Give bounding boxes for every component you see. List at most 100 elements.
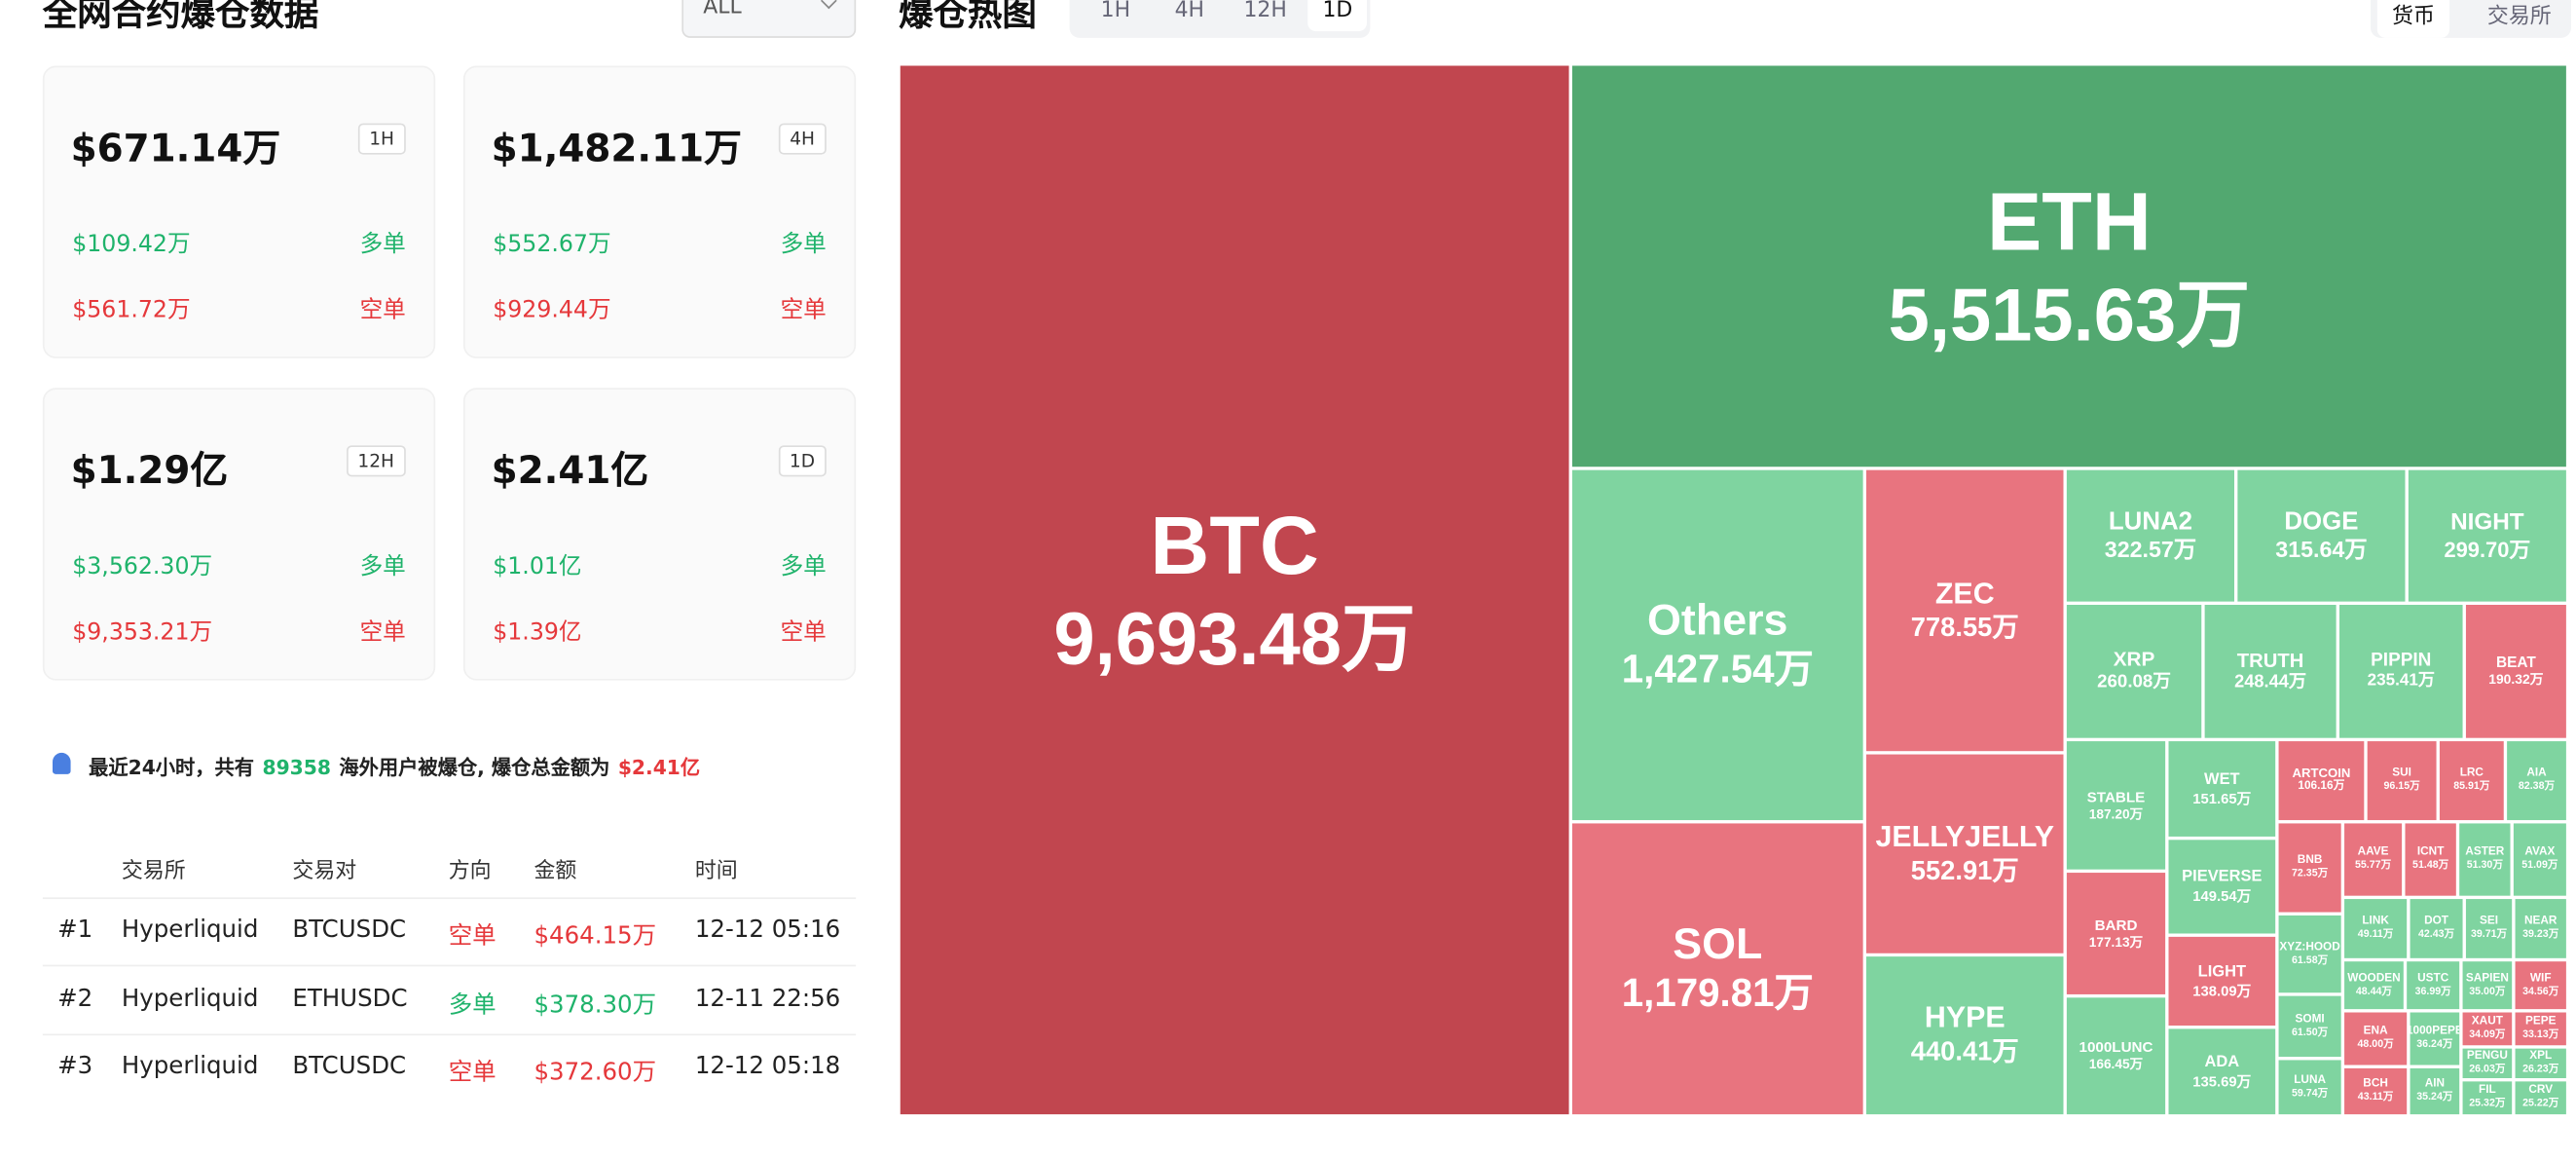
table-cell: 空单 <box>448 923 497 951</box>
tile-value: 34.09万 <box>2469 1029 2506 1041</box>
treemap-tile[interactable]: ETH 5,515.63万 <box>1571 65 2566 467</box>
treemap-tile[interactable]: PEPE 33.13万 <box>2515 1012 2566 1046</box>
treemap-tile[interactable]: TRUTH 248.44万 <box>2204 605 2337 738</box>
treemap-tile[interactable]: ICNT 51.48万 <box>2405 823 2456 896</box>
treemap-tile[interactable]: 1000PEPE 36.24万 <box>2410 1012 2460 1066</box>
view-tab[interactable]: 货币 <box>2376 0 2450 38</box>
treemap-tile[interactable]: WET 151.65万 <box>2168 741 2276 837</box>
tile-name: WIF <box>2529 972 2552 985</box>
treemap-tile[interactable]: AIN 35.24万 <box>2410 1067 2460 1115</box>
treemap-tile[interactable]: CRV 25.22万 <box>2515 1081 2566 1115</box>
tile-value: 177.13万 <box>2088 934 2144 950</box>
treemap-tile[interactable]: ARTCOIN 106.16万 <box>2278 741 2365 821</box>
treemap-tile[interactable]: DOT 42.43万 <box>2410 899 2463 958</box>
tile-value: 33.13万 <box>2522 1029 2559 1041</box>
treemap-tile[interactable]: SAPIEN 35.00万 <box>2462 961 2513 1010</box>
treemap-tile[interactable]: HYPE 440.41万 <box>1866 956 2064 1115</box>
table-cell: ETHUSDC <box>292 986 408 1013</box>
treemap-tile[interactable]: LUNA2 322.57万 <box>2066 469 2234 602</box>
tile-name: WET <box>2204 770 2240 789</box>
treemap-tile[interactable]: BNB 72.35万 <box>2278 823 2341 913</box>
treemap-tile[interactable]: PIEVERSE 149.54万 <box>2168 840 2276 934</box>
treemap-tile[interactable]: SEI 39.71万 <box>2465 899 2513 958</box>
treemap-tile[interactable]: ZEC 778.55万 <box>1866 469 2064 752</box>
tile-value: 72.35万 <box>2292 868 2329 880</box>
table-header: 时间 <box>694 859 738 884</box>
treemap-tile[interactable]: 1000LUNC 166.45万 <box>2066 997 2166 1115</box>
tile-value: 35.00万 <box>2469 986 2506 998</box>
tile-name: STABLE <box>2086 788 2146 805</box>
table-header: 方向 <box>448 859 492 884</box>
tile-value: 26.03万 <box>2469 1064 2506 1076</box>
table-cell: $464.15万 <box>534 923 657 951</box>
treemap-tile[interactable]: LRC 85.91万 <box>2439 741 2504 821</box>
view-tab[interactable]: 交易所 <box>2486 5 2552 30</box>
table-cell: 12-12 05:18 <box>694 1053 841 1080</box>
tile-value: 1,427.54万 <box>1621 648 1814 692</box>
tile-value: 42.43万 <box>2417 929 2455 941</box>
tile-name: BARD <box>2094 916 2138 934</box>
tile-value: 96.15万 <box>2383 781 2420 794</box>
tile-value: 26.23万 <box>2522 1064 2559 1076</box>
period-tab[interactable]: 1D <box>1307 0 1368 32</box>
tile-name: LUNA2 <box>2108 506 2192 536</box>
tile-value: 25.22万 <box>2522 1098 2559 1110</box>
treemap-tile[interactable]: ENA 48.00万 <box>2344 1012 2408 1066</box>
treemap-tile[interactable]: XPL 26.23万 <box>2515 1048 2566 1078</box>
treemap-tile[interactable]: PIPPIN 235.41万 <box>2339 605 2463 738</box>
tile-value: 106.16万 <box>2298 781 2345 794</box>
treemap-tile[interactable]: WIF 34.56万 <box>2515 961 2566 1010</box>
tile-name: PIPPIN <box>2371 650 2432 670</box>
treemap-tile[interactable]: BEAT 190.32万 <box>2465 605 2566 738</box>
treemap-tile[interactable]: LIGHT 138.09万 <box>2168 936 2276 1026</box>
treemap-tile[interactable]: DOGE 315.64万 <box>2237 469 2406 602</box>
treemap-tile[interactable]: SUI 96.15万 <box>2367 741 2437 821</box>
tile-value: 85.91万 <box>2453 781 2490 794</box>
treemap-tile[interactable]: SOMI 61.50万 <box>2278 995 2341 1058</box>
treemap-tile[interactable]: XAUT 34.09万 <box>2462 1012 2513 1046</box>
treemap-tile[interactable]: FIL 25.32万 <box>2462 1081 2513 1115</box>
treemap-tile[interactable]: AIA 82.38万 <box>2507 741 2566 821</box>
treemap-tile[interactable]: NIGHT 299.70万 <box>2408 469 2566 602</box>
period-tab[interactable]: 12H <box>1243 0 1287 23</box>
tile-value: 34.56万 <box>2522 986 2559 998</box>
tile-name: XRP <box>2113 648 2155 672</box>
tile-name: BEAT <box>2495 654 2536 671</box>
treemap-tile[interactable]: ASTER 51.30万 <box>2459 823 2511 896</box>
treemap-tile[interactable]: XYZ:HOOD 61.58万 <box>2278 915 2341 993</box>
treemap-tile[interactable]: BARD 177.13万 <box>2066 873 2166 994</box>
tile-name: WOODEN <box>2347 972 2401 985</box>
tile-value: 1,179.81万 <box>1621 971 1814 1017</box>
treemap-tile[interactable]: BTC 9,693.48万 <box>900 65 1569 1115</box>
treemap-tile[interactable]: WOODEN 48.44万 <box>2344 961 2404 1010</box>
treemap-tile[interactable]: PENGU 26.03万 <box>2462 1048 2513 1078</box>
short-amount: $561.72万 <box>72 297 191 324</box>
treemap-tile[interactable]: LUNA 59.74万 <box>2278 1060 2341 1115</box>
treemap-tile[interactable]: Others 1,427.54万 <box>1571 469 1863 821</box>
period-tag: 12H <box>346 445 406 477</box>
treemap-tile[interactable]: SOL 1,179.81万 <box>1571 823 1863 1115</box>
period-tab[interactable]: 1H <box>1100 0 1131 23</box>
treemap-tile[interactable]: JELLYJELLY 552.91万 <box>1866 754 2064 953</box>
tile-value: 151.65万 <box>2192 789 2252 806</box>
filter-dropdown[interactable]: ALL <box>681 0 857 38</box>
card-total: $2.41亿 <box>491 450 649 494</box>
tile-name: HYPE <box>1924 1001 2006 1035</box>
table-cell: BTCUSDC <box>292 916 407 944</box>
period-tab[interactable]: 4H <box>1174 0 1205 23</box>
tile-value: 51.09万 <box>2521 860 2558 873</box>
treemap-tile[interactable]: USTC 36.99万 <box>2407 961 2460 1010</box>
treemap-tile[interactable]: XRP 260.08万 <box>2066 605 2202 738</box>
treemap-tile[interactable]: STABLE 187.20万 <box>2066 741 2166 870</box>
treemap-tile[interactable]: AVAX 51.09万 <box>2513 823 2566 896</box>
tile-value: 61.58万 <box>2292 954 2329 967</box>
treemap-tile[interactable]: AAVE 55.77万 <box>2344 823 2403 896</box>
treemap-tile[interactable]: BCH 43.11万 <box>2344 1067 2408 1115</box>
short-amount: $9,353.21万 <box>72 619 213 647</box>
tile-value: 260.08万 <box>2097 672 2171 692</box>
notice-count: 89358 <box>262 756 331 779</box>
table-cell: 12-11 22:56 <box>694 986 841 1013</box>
treemap-tile[interactable]: ADA 135.69万 <box>2168 1028 2276 1115</box>
treemap-tile[interactable]: NEAR 39.23万 <box>2515 899 2566 958</box>
treemap-tile[interactable]: LINK 49.11万 <box>2344 899 2408 958</box>
